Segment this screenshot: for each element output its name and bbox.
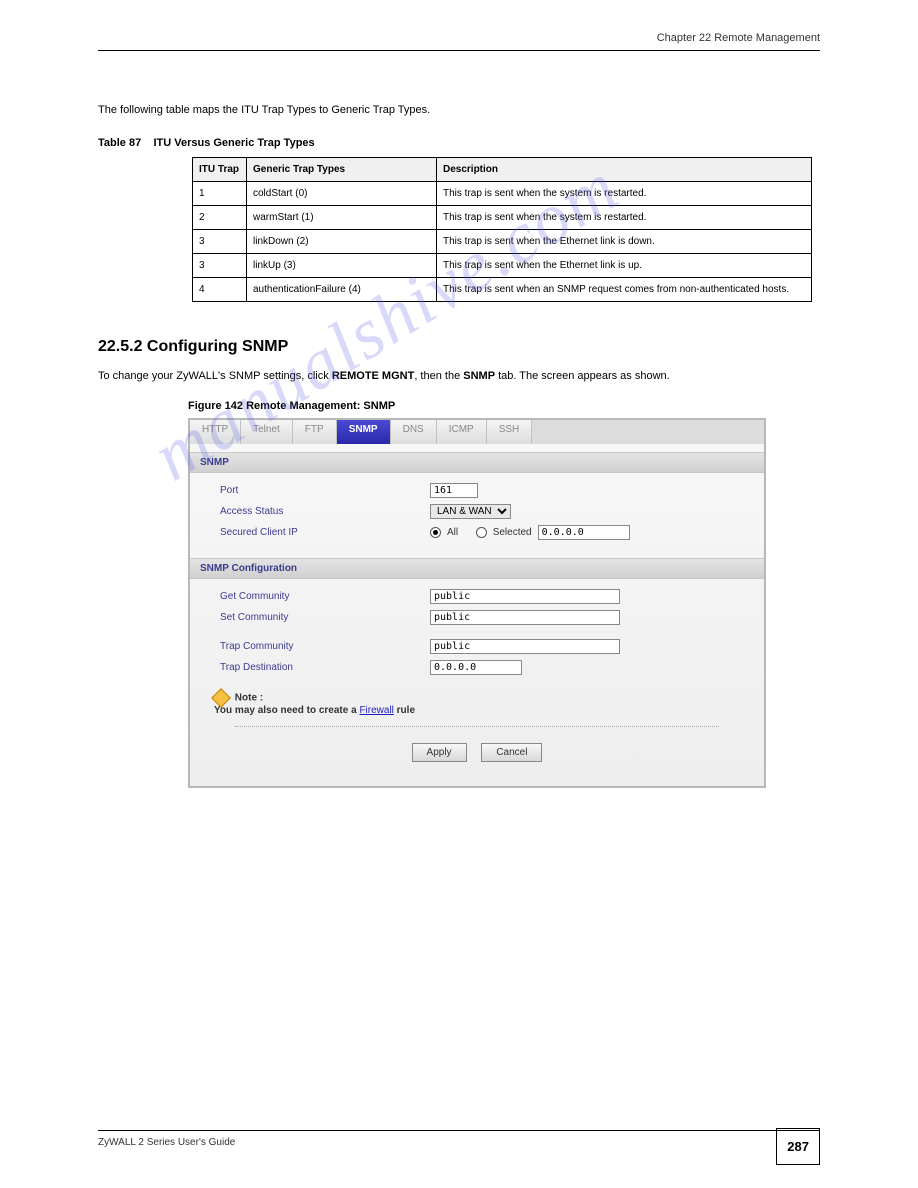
snmp-section-head: SNMP — [190, 452, 764, 473]
cancel-button[interactable]: Cancel — [481, 743, 542, 762]
access-select[interactable]: LAN & WAN — [430, 504, 511, 519]
access-label: Access Status — [220, 506, 430, 517]
table-title: Table 87 ITU Versus Generic Trap Types — [98, 137, 820, 149]
port-row: Port — [220, 483, 744, 498]
section-t3: tab. The screen appears as shown. — [495, 370, 670, 382]
note-row: Note : You may also need to create a Fir… — [190, 685, 764, 720]
radio-selected-label: Selected — [493, 527, 532, 538]
get-input[interactable] — [430, 589, 620, 604]
set-input[interactable] — [430, 610, 620, 625]
note-label: Note : — [235, 693, 263, 704]
section-b2: SNMP — [463, 370, 495, 382]
snmpconf-form: Get Community Set Community Trap Communi… — [190, 579, 764, 685]
set-label: Set Community — [220, 612, 430, 623]
apply-button[interactable]: Apply — [412, 743, 467, 762]
trapc-input[interactable] — [430, 639, 620, 654]
tab-telnet[interactable]: Telnet — [241, 420, 293, 444]
section-t1: To change your ZyWALL's SNMP settings, c… — [98, 370, 332, 382]
fig-prefix: Figure 142 — [188, 400, 246, 412]
table-row: 3linkUp (3)This trap is sent when the Et… — [193, 253, 812, 277]
section-t2: , then the — [414, 370, 463, 382]
radio-all-label: All — [447, 527, 458, 538]
th-desc: Description — [437, 157, 812, 181]
table-cell: linkDown (2) — [247, 229, 437, 253]
trapc-label: Trap Community — [220, 641, 430, 652]
radio-selected[interactable] — [476, 527, 487, 538]
table-row: 1coldStart (0)This trap is sent when the… — [193, 181, 812, 205]
table-row: 2warmStart (1)This trap is sent when the… — [193, 205, 812, 229]
selected-ip-input[interactable] — [538, 525, 630, 540]
tab-ssh[interactable]: SSH — [487, 420, 533, 444]
snmp-screenshot: HTTPTelnetFTPSNMPDNSICMPSSH SNMP Port Ac… — [188, 418, 766, 788]
section-heading: 22.5.2 Configuring SNMP — [98, 338, 820, 356]
trapd-input[interactable] — [430, 660, 522, 675]
tab-bar: HTTPTelnetFTPSNMPDNSICMPSSH — [190, 420, 764, 444]
tab-icmp[interactable]: ICMP — [437, 420, 487, 444]
access-row: Access Status LAN & WAN — [220, 504, 744, 519]
table-cell: 1 — [193, 181, 247, 205]
table-cell: This trap is sent when the Ethernet link… — [437, 253, 812, 277]
note-text2: rule — [394, 705, 415, 716]
section-b1: REMOTE MGNT — [332, 370, 415, 382]
th-generic: Generic Trap Types — [247, 157, 437, 181]
snmpconf-section-head: SNMP Configuration — [190, 558, 764, 579]
trapc-row: Trap Community — [220, 639, 744, 654]
table-cell: authenticationFailure (4) — [247, 277, 437, 301]
table-cell: This trap is sent when the system is res… — [437, 181, 812, 205]
get-label: Get Community — [220, 591, 430, 602]
th-itu: ITU Trap — [193, 157, 247, 181]
get-row: Get Community — [220, 589, 744, 604]
note-text1: You may also need to create a — [214, 705, 359, 716]
page-footer: ZyWALL 2 Series User's Guide 287 — [98, 1130, 820, 1148]
firewall-link[interactable]: Firewall — [359, 705, 393, 716]
intro-text: The following table maps the ITU Trap Ty… — [98, 102, 820, 119]
footer-rule — [98, 1130, 820, 1131]
trapd-row: Trap Destination — [220, 660, 744, 675]
table-cell: This trap is sent when the Ethernet link… — [437, 229, 812, 253]
figure-caption: Figure 142 Remote Management: SNMP — [188, 400, 820, 412]
header-rule — [98, 50, 820, 52]
tab-dns[interactable]: DNS — [391, 420, 437, 444]
table-cell: 3 — [193, 253, 247, 277]
table-cell: 3 — [193, 229, 247, 253]
button-row: Apply Cancel — [235, 726, 719, 778]
table-cell: 2 — [193, 205, 247, 229]
secured-row: Secured Client IP All Selected — [220, 525, 744, 540]
tab-snmp[interactable]: SNMP — [337, 420, 391, 444]
table-cell: This trap is sent when an SNMP request c… — [437, 277, 812, 301]
table-cell: 4 — [193, 277, 247, 301]
table-num: Table 87 — [98, 137, 141, 149]
table-row: 4authenticationFailure (4)This trap is s… — [193, 277, 812, 301]
radio-all[interactable] — [430, 527, 441, 538]
secured-radio-group: All Selected — [430, 525, 630, 540]
port-input[interactable] — [430, 483, 478, 498]
secured-label: Secured Client IP — [220, 527, 430, 538]
table-cell: coldStart (0) — [247, 181, 437, 205]
page-number: 287 — [776, 1128, 820, 1165]
snmp-form: Port Access Status LAN & WAN Secured Cli… — [190, 473, 764, 550]
trapd-label: Trap Destination — [220, 662, 430, 673]
table-subtitle: ITU Versus Generic Trap Types — [153, 137, 314, 149]
fig-title: Remote Management: SNMP — [246, 400, 395, 412]
table-cell: This trap is sent when the system is res… — [437, 205, 812, 229]
table-cell: linkUp (3) — [247, 253, 437, 277]
section-body: To change your ZyWALL's SNMP settings, c… — [98, 368, 820, 385]
port-label: Port — [220, 485, 430, 496]
set-row: Set Community — [220, 610, 744, 625]
tab-ftp[interactable]: FTP — [293, 420, 337, 444]
trap-table: ITU Trap Generic Trap Types Description … — [192, 157, 812, 302]
footer-text: ZyWALL 2 Series User's Guide — [98, 1137, 820, 1148]
chapter-header: Chapter 22 Remote Management — [98, 32, 820, 44]
tab-http[interactable]: HTTP — [190, 420, 241, 444]
table-cell: warmStart (1) — [247, 205, 437, 229]
table-row: 3linkDown (2)This trap is sent when the … — [193, 229, 812, 253]
table-header-row: ITU Trap Generic Trap Types Description — [193, 157, 812, 181]
